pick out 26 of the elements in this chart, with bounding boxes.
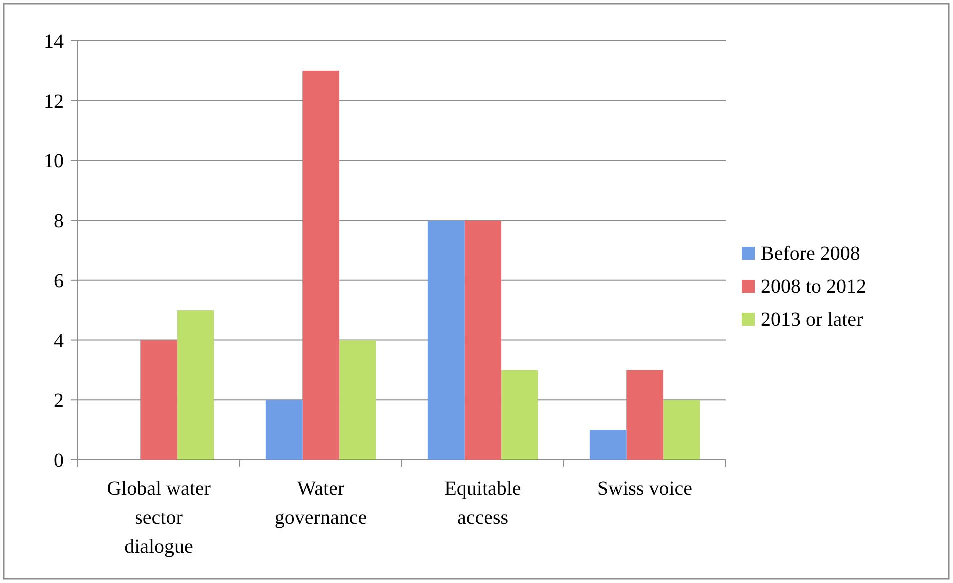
y-tick-label: 10 bbox=[44, 150, 64, 173]
bar bbox=[339, 340, 376, 460]
bar bbox=[140, 340, 178, 460]
bar bbox=[663, 400, 700, 460]
y-tick-label: 8 bbox=[54, 210, 64, 233]
bar bbox=[501, 370, 538, 460]
y-tick-label: 6 bbox=[54, 270, 64, 292]
legend-label: 2013 or later bbox=[761, 309, 864, 331]
bar bbox=[302, 70, 340, 460]
bar bbox=[428, 220, 465, 460]
y-tick-label: 12 bbox=[44, 90, 64, 113]
y-tick-label: 2 bbox=[54, 390, 64, 412]
legend-label: Before 2008 bbox=[761, 243, 860, 265]
bar bbox=[590, 430, 627, 460]
x-tick-label: Equitable access bbox=[444, 478, 522, 529]
bar bbox=[177, 310, 214, 460]
bar bbox=[464, 220, 502, 460]
bar bbox=[266, 400, 303, 460]
y-tick-label: 0 bbox=[54, 450, 64, 472]
bar bbox=[626, 370, 664, 460]
legend-label: 2008 to 2012 bbox=[761, 276, 867, 298]
y-tick-label: 14 bbox=[44, 31, 64, 53]
x-tick-label: Swiss voice bbox=[598, 478, 693, 500]
x-tick-label: Water governance bbox=[274, 478, 368, 529]
x-tick-label: Global water sector dialogue bbox=[107, 478, 212, 558]
y-tick-label: 4 bbox=[54, 330, 64, 352]
